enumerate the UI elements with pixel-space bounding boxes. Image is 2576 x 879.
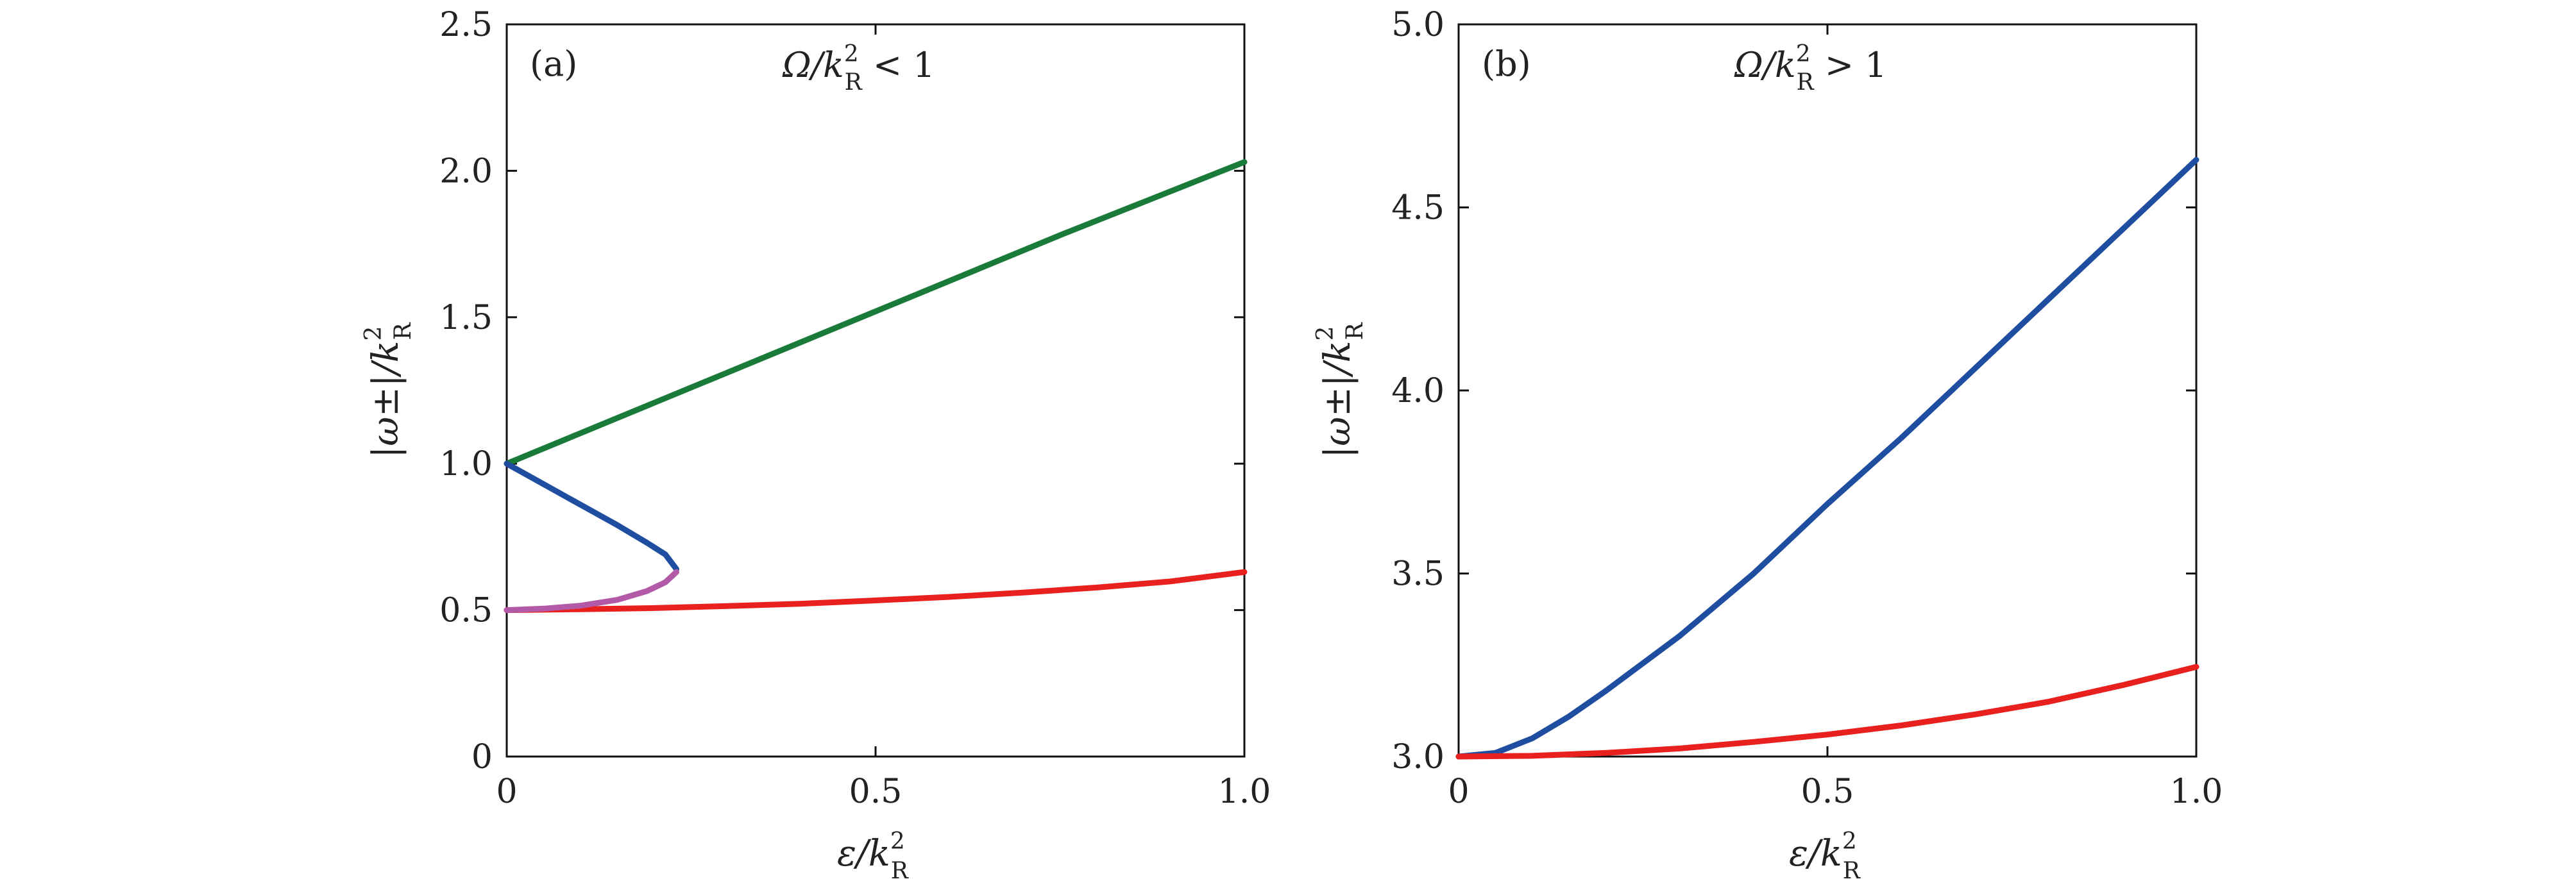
- x-axis-label: ε/k2 R: [837, 828, 909, 879]
- y-tick-label: 0.5: [439, 592, 493, 630]
- x-tick-label: 0: [1448, 773, 1469, 811]
- chart-panel-a: 0 0.5 1.0 0 0.5 1.0 1.5 2.0 2.5 (a) Ω/k2 R < 1 ε/k2 R…: [360, 6, 1271, 879]
- plot-frame: [505, 23, 1246, 758]
- series-line-2: [504, 460, 679, 573]
- y-axis-label: |ω±|/k2 R: [1312, 322, 1368, 458]
- series-line-2: [1455, 664, 2199, 760]
- series-line-3: [504, 569, 1248, 614]
- y-tick-label: 0: [471, 738, 493, 776]
- series-line-1: [1455, 156, 2199, 760]
- y-tick-label: 3.5: [1391, 555, 1445, 594]
- y-axis-label: |ω±|/k2 R: [360, 322, 416, 458]
- x-tick-label: 0: [496, 773, 517, 811]
- series-line-1: [504, 159, 1248, 467]
- x-axis-label: ε/k2 R: [1789, 828, 1861, 879]
- series-line-4: [504, 569, 679, 614]
- x-tick-label: 1.0: [2170, 773, 2223, 811]
- panel-label: (b): [1482, 44, 1531, 84]
- panel-label: (a): [530, 44, 577, 84]
- x-tick-label: 0.5: [1801, 773, 1854, 811]
- y-tick-label: 1.0: [439, 445, 493, 483]
- y-tick-label: 2.0: [439, 152, 493, 190]
- y-tick-label: 1.5: [439, 299, 493, 337]
- chart-panel-b: 0 0.5 1.0 3.0 3.5 4.0 4.5 5.0 (b) Ω/k2 R > 1 ε/k2 R |…: [1312, 6, 2223, 879]
- x-tick-label: 1.0: [1218, 773, 1271, 811]
- x-tick-label: 0.5: [849, 773, 902, 811]
- y-tick-label: 2.5: [439, 6, 493, 44]
- y-tick-label: 3.0: [1391, 738, 1445, 776]
- condition-label: Ω/k2 R < 1: [782, 41, 935, 96]
- y-tick-label: 4.5: [1391, 189, 1445, 228]
- y-tick-label: 5.0: [1391, 6, 1445, 44]
- condition-label: Ω/k2 R > 1: [1734, 41, 1887, 96]
- plot-frame: [1457, 23, 2198, 758]
- y-tick-label: 4.0: [1391, 372, 1445, 410]
